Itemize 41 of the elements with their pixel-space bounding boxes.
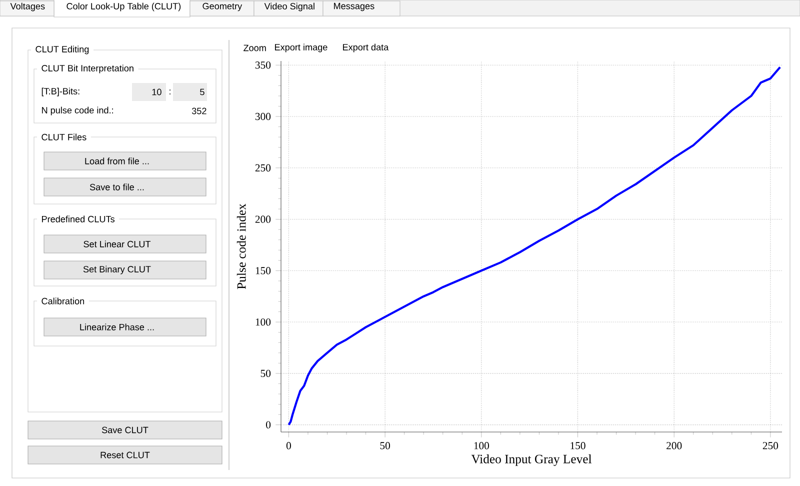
y-tick-label: 300	[255, 112, 271, 120]
x-tick-label: 100	[474, 442, 490, 450]
y-tick-label: 250	[255, 164, 271, 172]
x-tick-label: 250	[762, 442, 778, 450]
text: Calibration	[42, 298, 84, 304]
y-tick-label: 200	[255, 216, 271, 223]
y-tick-label: 150	[256, 267, 271, 274]
text: Video Signal	[264, 2, 314, 12]
text: CLUT Editing	[36, 46, 89, 54]
text: Linearize Phase ...	[80, 324, 154, 330]
text: Save CLUT	[102, 426, 148, 434]
x-tick-label: 150	[570, 442, 586, 450]
text: Set Binary CLUT	[83, 266, 151, 274]
text: Reset CLUT	[100, 452, 150, 458]
x-axis-title: Video Input Gray Level	[471, 454, 592, 466]
y-tick-label: 350	[255, 62, 271, 69]
text: Export data	[343, 44, 389, 52]
text: Predefined CLUTs	[42, 216, 115, 222]
text: CLUT Files	[42, 134, 86, 140]
text: CLUT Bit Interpretation	[42, 64, 134, 74]
text: Messages	[334, 2, 374, 12]
text: Geometry	[202, 2, 242, 12]
x-tick-label: 0	[286, 442, 291, 450]
text: 10	[152, 88, 162, 96]
text: 5	[200, 88, 204, 96]
y-axis-title: Pulse code index	[236, 204, 246, 290]
y-tick-label: 0	[266, 421, 271, 428]
text: Save to file ...	[90, 184, 144, 190]
y-tick-label: 100	[256, 318, 271, 326]
text: Zoom	[244, 44, 266, 52]
text: Voltages	[10, 2, 45, 12]
text: N pulse code ind.:	[42, 106, 113, 116]
y-tick-label: 50	[260, 370, 271, 378]
text: 352	[192, 108, 206, 114]
text: [T:B]-Bits:	[42, 88, 80, 96]
text: Export image	[275, 44, 328, 52]
x-tick-label: 200	[666, 442, 682, 450]
text: Set Linear CLUT	[84, 240, 151, 248]
text: Load from file ...	[85, 158, 149, 164]
text: Color Look-Up Table (CLUT)	[66, 2, 181, 12]
x-tick-label: 50	[380, 442, 390, 450]
